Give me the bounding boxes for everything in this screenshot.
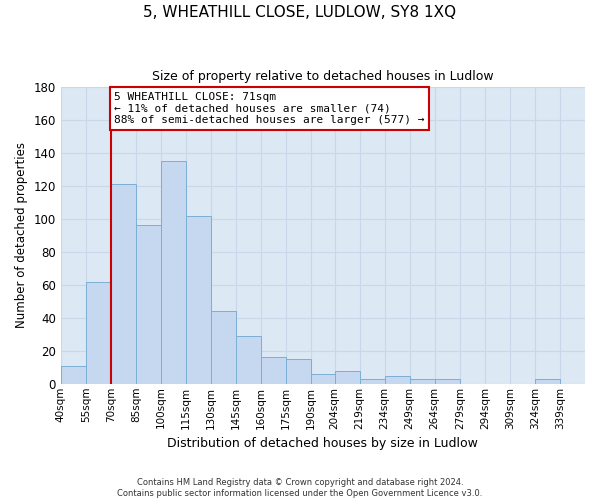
Text: Contains HM Land Registry data © Crown copyright and database right 2024.
Contai: Contains HM Land Registry data © Crown c… (118, 478, 482, 498)
Title: Size of property relative to detached houses in Ludlow: Size of property relative to detached ho… (152, 70, 494, 83)
Bar (311, 374, 335, 384)
Bar (86, 282, 111, 384)
Bar (111, 184, 136, 384)
Bar (359, 379, 385, 384)
Bar (435, 379, 460, 384)
Bar (211, 311, 236, 384)
Bar (236, 336, 261, 384)
Bar (261, 358, 286, 384)
Bar (186, 216, 211, 384)
Bar (385, 376, 410, 384)
Text: 5 WHEATHILL CLOSE: 71sqm
← 11% of detached houses are smaller (74)
88% of semi-d: 5 WHEATHILL CLOSE: 71sqm ← 11% of detach… (114, 92, 425, 125)
Bar (136, 226, 161, 384)
X-axis label: Distribution of detached houses by size in Ludlow: Distribution of detached houses by size … (167, 437, 478, 450)
Bar (286, 359, 311, 384)
Bar (161, 161, 186, 384)
Bar (61, 366, 86, 384)
Text: 5, WHEATHILL CLOSE, LUDLOW, SY8 1XQ: 5, WHEATHILL CLOSE, LUDLOW, SY8 1XQ (143, 5, 457, 20)
Bar (410, 379, 435, 384)
Bar (335, 370, 359, 384)
Bar (535, 379, 560, 384)
Y-axis label: Number of detached properties: Number of detached properties (15, 142, 28, 328)
